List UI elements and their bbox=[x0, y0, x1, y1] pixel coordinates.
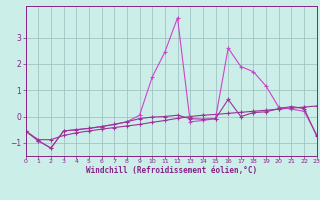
X-axis label: Windchill (Refroidissement éolien,°C): Windchill (Refroidissement éolien,°C) bbox=[86, 166, 257, 175]
